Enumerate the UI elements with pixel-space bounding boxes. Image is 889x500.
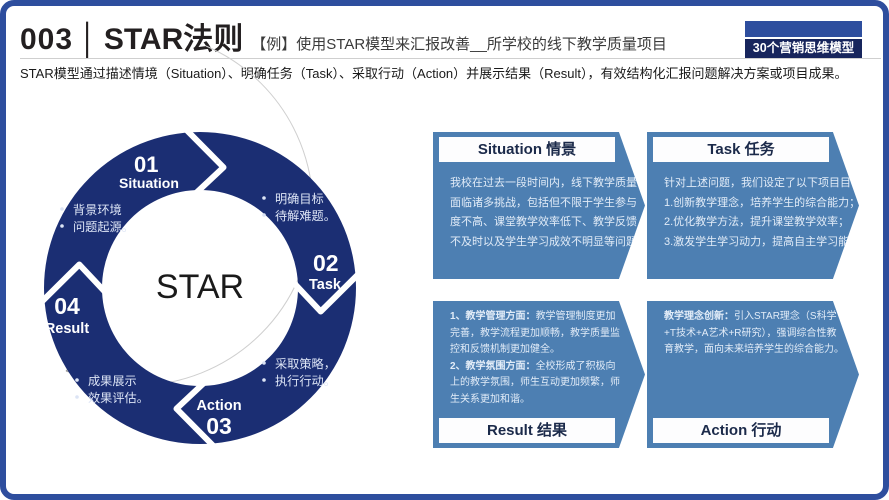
svg-text:02: 02: [313, 250, 339, 276]
svg-text:采取策略，: 采取策略，: [275, 356, 336, 371]
svg-text:03: 03: [206, 413, 232, 439]
svg-text:Action: Action: [196, 398, 241, 414]
svg-text:问题起源。: 问题起源。: [73, 220, 134, 234]
svg-text:01: 01: [134, 152, 158, 177]
svg-text:成果展示: 成果展示: [88, 374, 137, 388]
svg-text:待解难题。: 待解难题。: [275, 209, 336, 223]
svg-text:明确目标: 明确目标: [275, 192, 324, 206]
svg-text:效果评估。: 效果评估。: [88, 390, 149, 405]
svg-text:Result: Result: [45, 321, 89, 337]
svg-text:背景环境: 背景环境: [73, 202, 122, 217]
svg-text:Situation: Situation: [119, 175, 179, 191]
svg-text:STAR: STAR: [156, 268, 244, 306]
svg-text:Task: Task: [309, 277, 342, 293]
svg-text:04: 04: [54, 293, 80, 319]
svg-text:执行行动。: 执行行动。: [275, 374, 336, 388]
